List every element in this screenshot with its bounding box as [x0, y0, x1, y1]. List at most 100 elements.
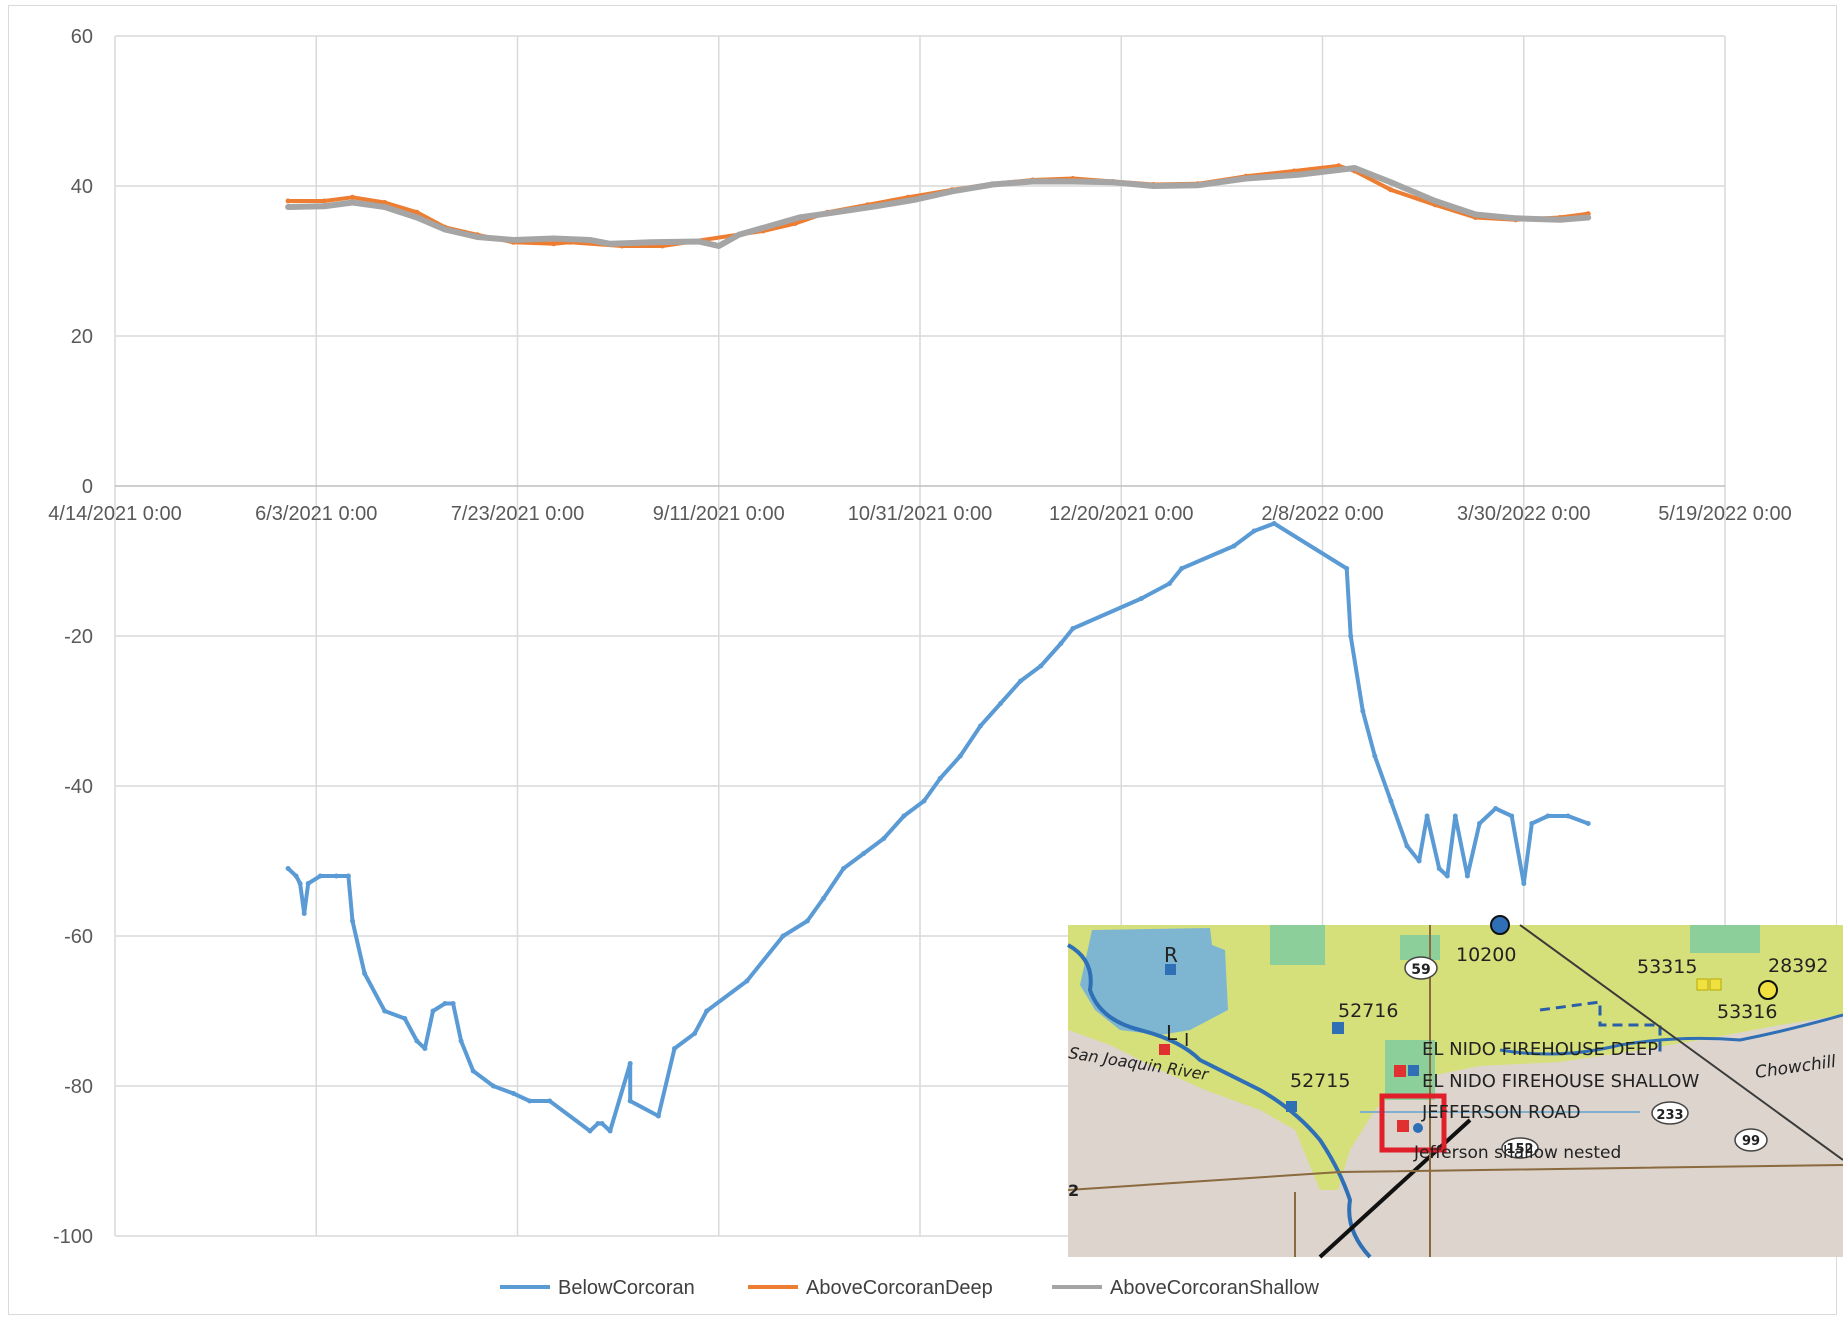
data-point [792, 221, 798, 226]
map-green-patch [1270, 925, 1325, 965]
data-point [414, 215, 420, 220]
data-point [627, 1098, 633, 1104]
data-point [527, 1098, 533, 1104]
data-point [474, 234, 480, 240]
data-point [382, 200, 388, 205]
x-tick-label: 9/11/2021 0:00 [653, 503, 785, 525]
data-point [1452, 813, 1458, 819]
map-label-l: L [1166, 1021, 1178, 1045]
map-well-10200 [1490, 915, 1510, 935]
data-point [1473, 212, 1478, 217]
legend-label: AboveCorcoranShallow [1110, 1277, 1320, 1299]
y-tick-label: 40 [71, 176, 93, 198]
x-tick-label: 2/8/2022 0:00 [1261, 503, 1383, 525]
data-point [1513, 215, 1519, 221]
data-point [949, 188, 955, 194]
data-point [1388, 179, 1394, 185]
highway-152-shield: 152 [1501, 1137, 1539, 1159]
highway-59-shield: 59 [1404, 956, 1438, 980]
map-well-firehouse-shallow [1408, 1065, 1419, 1076]
map-label-jefferson-road: JEFFERSON ROAD [1421, 1102, 1581, 1123]
map-well-53315 [1696, 978, 1709, 991]
data-point [1295, 172, 1301, 178]
map-well-52715 [1286, 1101, 1297, 1112]
data-point [285, 204, 291, 210]
data-point [1424, 813, 1430, 819]
data-point [382, 1008, 388, 1014]
map-well-53315b [1709, 978, 1722, 991]
data-point [1271, 521, 1277, 526]
data-point [704, 1008, 710, 1014]
map-railroad [1519, 924, 1843, 1161]
highway-59-label: 59 [1411, 962, 1430, 978]
y-tick-label: -100 [53, 1226, 93, 1248]
y-tick-label: 60 [71, 26, 93, 48]
data-point [599, 1121, 605, 1126]
data-point [1557, 217, 1563, 223]
data-point [627, 1061, 633, 1066]
series-line [286, 163, 1591, 248]
data-point [841, 866, 846, 871]
data-point [913, 197, 919, 202]
data-point [1243, 176, 1249, 181]
x-tick-label: 7/23/2021 0:00 [451, 503, 584, 525]
map-well-jefferson-shallow [1413, 1123, 1423, 1133]
y-tick-label: -60 [64, 926, 93, 948]
data-point [551, 236, 557, 241]
map-green-patch [1400, 935, 1440, 960]
data-point [317, 873, 323, 879]
data-point [345, 873, 351, 879]
data-point [402, 1016, 408, 1021]
map-label-firehouse-deep: EL NIDO FIREHOUSE DEEP [1422, 1039, 1658, 1060]
data-point [873, 203, 879, 209]
data-point [1231, 543, 1237, 549]
data-point [796, 215, 802, 220]
x-axis-ticks: 4/14/2021 0:00 6/3/2021 0:00 7/23/2021 0:0… [48, 503, 1791, 525]
data-point [1565, 813, 1571, 819]
data-point [362, 971, 368, 976]
route-2-label: 2 [1068, 1181, 1079, 1200]
data-point [470, 1068, 476, 1074]
map-label-52715: 52715 [1290, 1070, 1350, 1092]
map-farmland-region [1068, 925, 1843, 1190]
data-point [1388, 798, 1394, 804]
x-tick-label: 12/20/2021 0:00 [1049, 503, 1194, 525]
map-well-firehouse-deep [1394, 1065, 1406, 1077]
data-point [1416, 858, 1422, 864]
data-point [692, 1031, 698, 1036]
data-point [957, 753, 963, 759]
data-point [1404, 843, 1410, 849]
data-point [1179, 566, 1185, 571]
legend: BelowCorcoran AboveCorcoranDeep AboveCorco… [500, 1277, 1320, 1299]
series-line [286, 521, 1591, 1133]
data-point [1038, 663, 1044, 669]
x-tick-label: 6/3/2021 0:00 [255, 503, 377, 525]
data-point [1138, 596, 1144, 601]
data-point [716, 243, 722, 249]
data-point [1521, 881, 1527, 886]
data-point [1477, 821, 1482, 826]
highway-99-label: 99 [1742, 1134, 1760, 1149]
map-road [1067, 1164, 1843, 1191]
map-river-chowchilla [1499, 1013, 1843, 1056]
data-point [350, 200, 355, 205]
data-point [333, 873, 339, 879]
data-point [321, 203, 327, 209]
data-point [607, 1128, 613, 1134]
data-point [1167, 581, 1172, 586]
map-label-10200: 10200 [1456, 944, 1516, 966]
data-point [804, 918, 810, 924]
data-point [1110, 179, 1116, 185]
data-point [1070, 626, 1076, 631]
data-point [655, 1113, 661, 1119]
data-point [1432, 198, 1438, 204]
y-tick-label: 20 [71, 326, 93, 348]
data-point [450, 1001, 456, 1006]
legend-label: AboveCorcoranDeep [806, 1277, 993, 1299]
data-point [736, 232, 742, 238]
data-point [1372, 753, 1378, 759]
data-point [881, 836, 887, 841]
map-label-i: I [1184, 1030, 1189, 1051]
data-point [1058, 641, 1064, 646]
map-label-r: R [1164, 943, 1178, 967]
